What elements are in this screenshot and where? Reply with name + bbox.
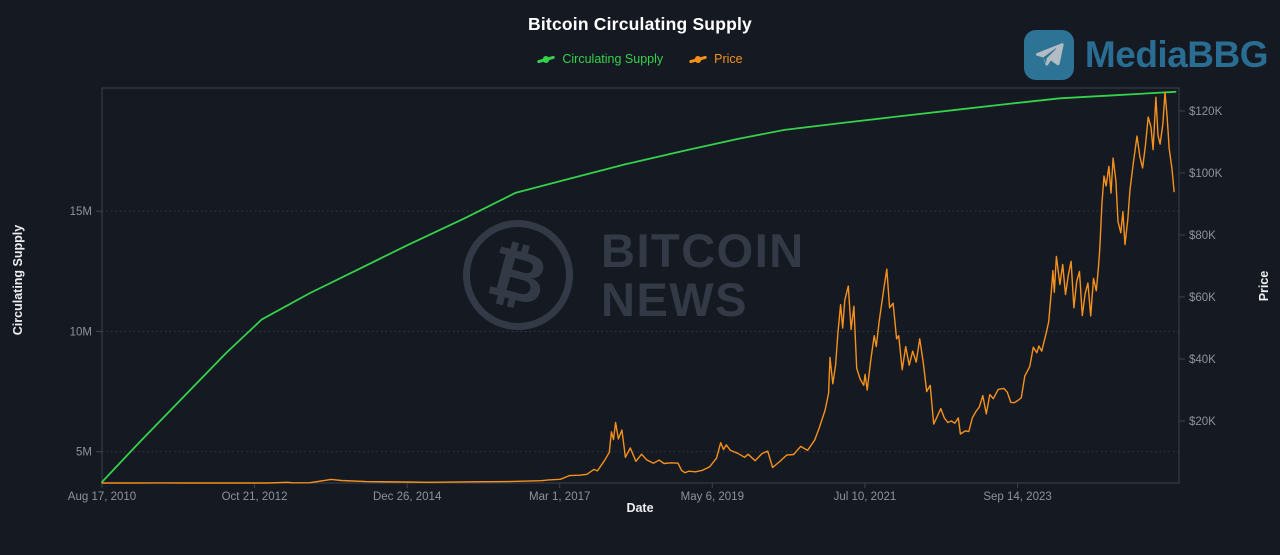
right-tick-label: $60K xyxy=(1189,292,1216,304)
x-tick-label: Sep 14, 2023 xyxy=(983,491,1051,503)
x-axis-title: Date xyxy=(626,501,654,515)
mediabbg-logo: MediaBBG xyxy=(1023,30,1269,80)
x-tick-label: Mar 1, 2017 xyxy=(529,491,590,503)
price-line xyxy=(101,91,1175,484)
legend-label: Price xyxy=(714,52,743,66)
chart-legend: Circulating Supply Price xyxy=(0,52,1280,66)
left-tick-label: 15M xyxy=(70,206,92,218)
right-axis-title: Price xyxy=(1257,270,1271,302)
right-tick-label: $40K xyxy=(1189,354,1216,366)
legend-item-price[interactable]: Price xyxy=(688,51,743,67)
x-tick-label: Oct 21, 2012 xyxy=(222,491,288,503)
circulating-supply-line xyxy=(101,90,1177,483)
legend-label: Circulating Supply xyxy=(562,52,664,66)
x-tick-label: Jul 10, 2021 xyxy=(834,491,897,503)
line-dot-marker-icon xyxy=(536,51,556,67)
telegram-plane-icon xyxy=(1023,30,1074,80)
chart-title: Bitcoin Circulating Supply xyxy=(528,14,752,34)
x-tick-label: Aug 17, 2010 xyxy=(68,491,136,503)
right-tick-label: $80K xyxy=(1189,230,1216,242)
right-tick-label: $20K xyxy=(1189,416,1216,428)
left-tick-label: 5M xyxy=(76,447,92,459)
right-tick-label: $120K xyxy=(1189,106,1223,118)
x-tick-label: May 6, 2019 xyxy=(681,491,744,503)
legend-item-circulating-supply[interactable]: Circulating Supply xyxy=(537,52,663,66)
mediabbg-wordmark: MediaBBG xyxy=(1084,34,1269,75)
x-tick-label: Dec 26, 2014 xyxy=(373,491,442,503)
left-axis-title: Circulating Supply xyxy=(11,224,25,336)
line-dot-marker-icon xyxy=(688,51,708,67)
left-tick-label: 10M xyxy=(70,326,92,338)
plot-border xyxy=(101,87,1180,484)
right-tick-label: $100K xyxy=(1189,168,1223,180)
